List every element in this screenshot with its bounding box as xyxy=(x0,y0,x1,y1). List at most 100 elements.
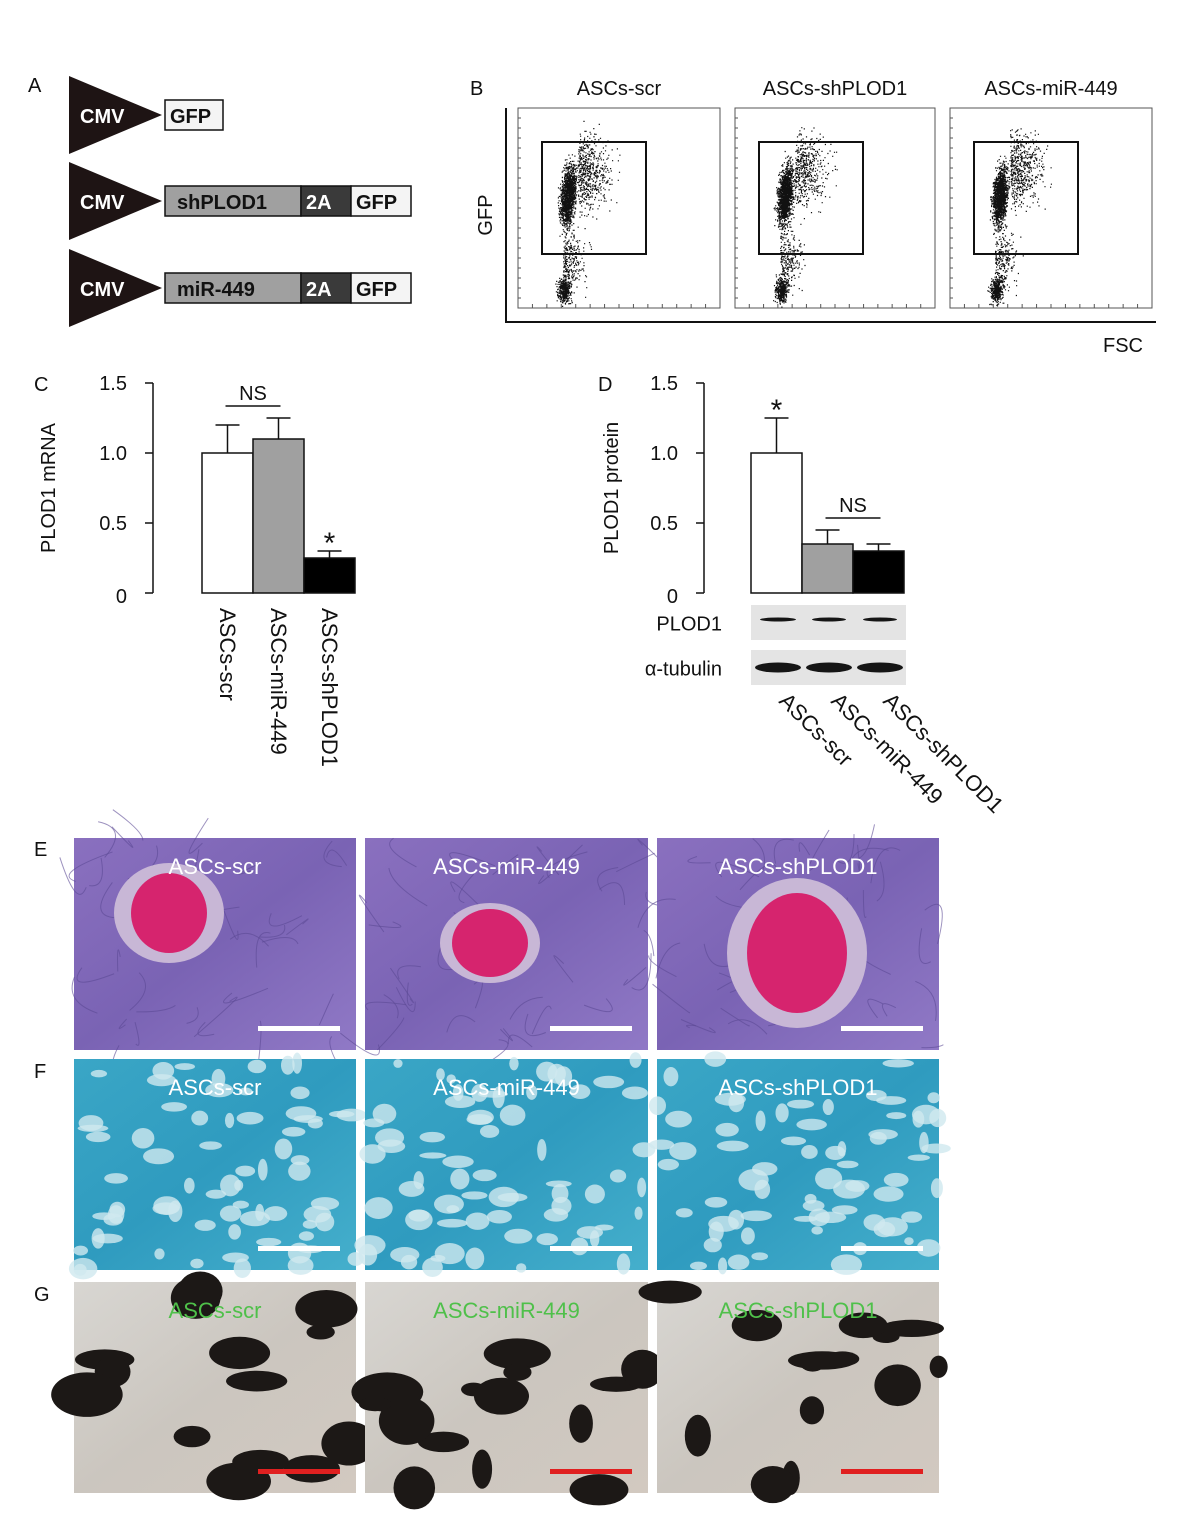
part-label: 2A xyxy=(306,192,332,214)
scale-bar xyxy=(841,1469,923,1474)
micrograph-e: ASCs-miR-449 xyxy=(340,837,672,1064)
y-tick-label: 1.5 xyxy=(650,373,678,395)
flow-events xyxy=(555,120,621,307)
mineral-deposit xyxy=(750,1466,795,1504)
x-tick-label: ASCs-miR-449 xyxy=(266,608,291,755)
mineral-deposit xyxy=(232,1449,289,1474)
flow-cytometry-plots: ASCs-scr ASCs-shPLOD1 ASCs-miR-449 xyxy=(505,78,1156,323)
panel-letter-b: B xyxy=(470,78,483,100)
y-tick-label: 1.0 xyxy=(650,443,678,465)
scale-bar xyxy=(258,1469,340,1474)
y-tick-label: 1.0 xyxy=(99,443,127,465)
gate-rectangle xyxy=(758,141,864,255)
flow-plot: ASCs-shPLOD1 xyxy=(734,78,936,309)
mineral-deposit xyxy=(483,1338,551,1370)
significance-label: NS xyxy=(839,495,867,517)
scale-bar xyxy=(550,1246,632,1251)
promoter-label: CMV xyxy=(80,106,125,128)
panel-letter-f: F xyxy=(34,1061,46,1083)
promoter-arrow-icon xyxy=(69,76,162,154)
mineral-deposit xyxy=(799,1396,825,1425)
blot-band xyxy=(755,662,801,673)
construct-3: CMV miR-449 2A GFP xyxy=(69,249,412,327)
mineral-deposit xyxy=(321,1421,377,1466)
y-tick-label: 0 xyxy=(667,586,678,608)
lipid-droplet-cluster xyxy=(131,873,207,953)
mineral-deposit xyxy=(417,1431,470,1453)
construct-part xyxy=(300,272,352,304)
panel-letter-d: D xyxy=(598,374,612,396)
mineral-deposit xyxy=(473,1377,530,1415)
mineral-deposit xyxy=(569,1404,593,1443)
mineral-deposit xyxy=(638,1280,702,1304)
image-label: ASCs-shPLOD1 xyxy=(719,1298,878,1323)
panel-letter-a: A xyxy=(28,75,42,97)
mineral-deposit xyxy=(358,1397,392,1412)
micrograph-e: ASCs-shPLOD1 xyxy=(637,824,944,1050)
construct-part xyxy=(164,99,224,131)
scale-bar xyxy=(258,1026,340,1031)
significance-star: * xyxy=(324,527,336,560)
scale-bar xyxy=(258,1246,340,1251)
y-tick-label: 0.5 xyxy=(99,513,127,535)
lipid-droplet-cluster xyxy=(747,893,847,1013)
flow-plot-title: ASCs-miR-449 xyxy=(984,78,1117,100)
promoter-arrow-icon xyxy=(69,249,162,327)
micrograph-e: ASCs-scr xyxy=(59,809,356,1079)
mineral-deposit xyxy=(209,1336,271,1370)
y-axis-label: PLOD1 mRNA xyxy=(38,422,60,553)
bar-ASCs-miR-449 xyxy=(252,438,305,594)
flow-plot-title: ASCs-scr xyxy=(577,78,662,100)
mineral-deposit xyxy=(306,1324,335,1340)
image-label: ASCs-shPLOD1 xyxy=(719,854,878,879)
mineral-deposit xyxy=(472,1449,493,1489)
bar-ASCs-shPLOD1 xyxy=(852,550,905,594)
promoter-arrow-icon xyxy=(69,162,162,240)
significance-label: NS xyxy=(239,383,267,405)
flow-events xyxy=(987,128,1052,307)
image-label: ASCs-scr xyxy=(169,854,262,879)
mineral-deposit xyxy=(879,1319,944,1338)
image-label: ASCs-miR-449 xyxy=(433,1075,580,1100)
blot-row-label: α-tubulin xyxy=(645,659,722,681)
blot-row-label: PLOD1 xyxy=(656,614,722,636)
part-label: GFP xyxy=(356,192,397,214)
mineral-deposit xyxy=(177,1271,223,1311)
flow-axes xyxy=(505,108,1156,323)
panel-letter-c: C xyxy=(34,374,48,396)
part-label: miR-449 xyxy=(177,279,255,301)
image-label: ASCs-miR-449 xyxy=(433,1298,580,1323)
scale-bar xyxy=(550,1026,632,1031)
part-label: GFP xyxy=(170,106,211,128)
micrograph-f: ASCs-shPLOD1 xyxy=(648,1051,951,1275)
mineral-deposit xyxy=(929,1355,948,1379)
blot-strip xyxy=(751,605,906,640)
micrograph-f: ASCs-scr xyxy=(68,1052,367,1280)
construct-1: CMV GFP xyxy=(69,76,224,154)
flow-xlabel: FSC xyxy=(1103,335,1143,357)
mineral-deposit xyxy=(838,1312,888,1339)
construct-part xyxy=(300,185,352,217)
bar-chart-mrna: 0 0.5 1.0 1.5 PLOD1 mRNA NS * ASCs-scr ASCs-miR-… xyxy=(38,373,356,767)
construct-2: CMV shPLOD1 2A GFP xyxy=(69,162,412,240)
part-label: shPLOD1 xyxy=(177,192,267,214)
western-blot: PLOD1 α-tubulin xyxy=(645,605,906,685)
flow-plot: ASCs-scr xyxy=(517,78,721,309)
blot-band xyxy=(812,617,846,622)
image-label: ASCs-shPLOD1 xyxy=(719,1075,878,1100)
micrograph-g: ASCs-miR-449 xyxy=(351,1282,664,1510)
mineral-deposit xyxy=(295,1289,358,1328)
gate-rectangle xyxy=(541,141,647,255)
mineral-deposit xyxy=(393,1466,436,1510)
mineral-deposit xyxy=(684,1414,711,1457)
blot-band xyxy=(857,662,903,673)
scale-bar xyxy=(841,1026,923,1031)
bar-ASCs-miR-449 xyxy=(801,543,854,594)
gate-rectangle xyxy=(973,141,1079,255)
bar-ASCs-shPLOD1 xyxy=(303,557,356,594)
image-label: ASCs-miR-449 xyxy=(433,854,580,879)
part-label: 2A xyxy=(306,279,332,301)
bar-ASCs-scr xyxy=(750,452,803,594)
flow-plot-title: ASCs-shPLOD1 xyxy=(763,78,908,100)
